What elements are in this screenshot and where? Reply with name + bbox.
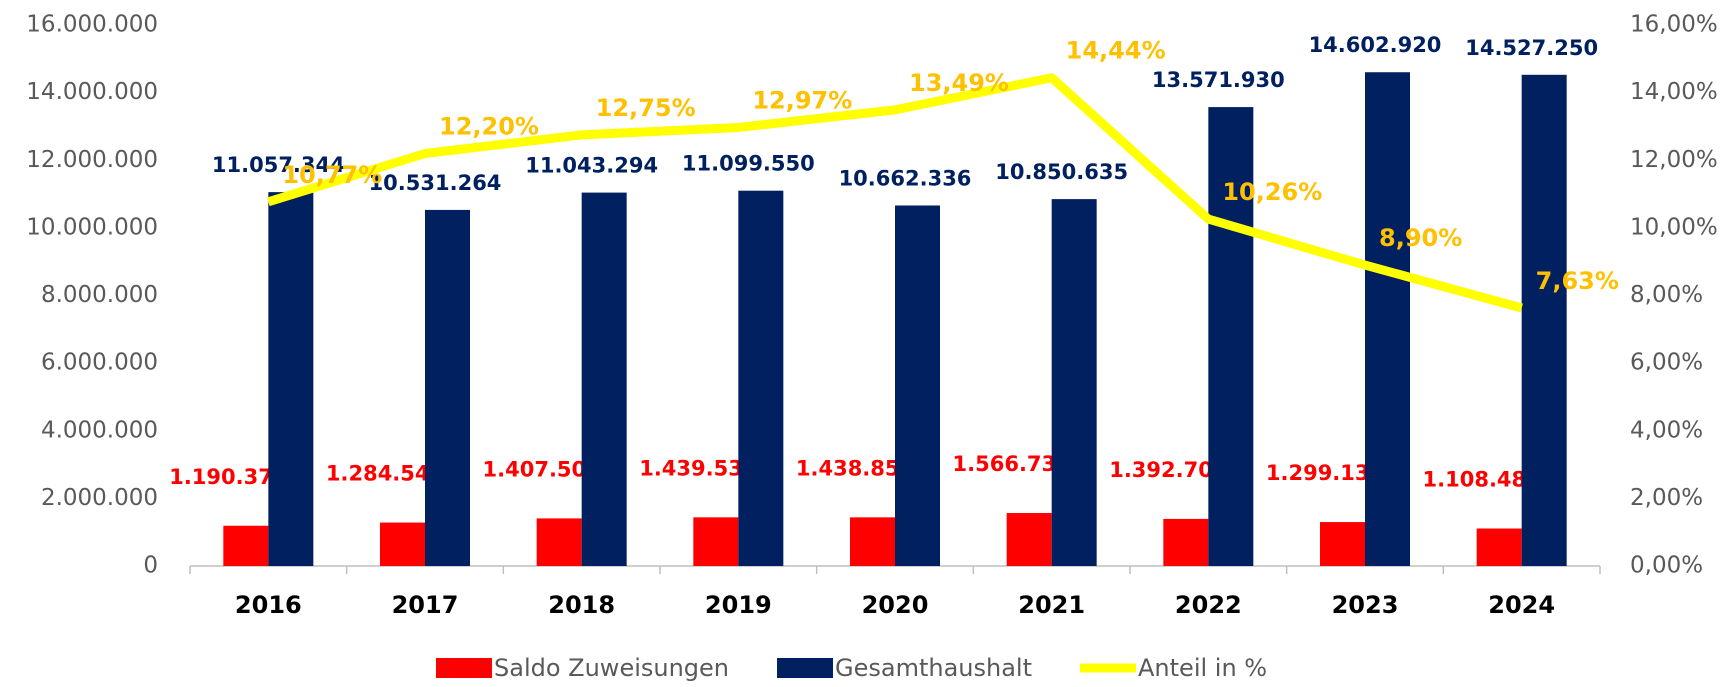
data-label: 12,97% (752, 86, 852, 114)
bar (850, 517, 895, 566)
bar (693, 517, 739, 566)
data-label: 14.602.920 (1309, 33, 1442, 57)
y-tick-label: 14.000.000 (26, 79, 158, 105)
bar (1521, 74, 1567, 566)
bar (1006, 513, 1052, 566)
x-tick-label: 2019 (705, 591, 772, 619)
bar (268, 192, 314, 567)
data-label: 7,63% (1536, 267, 1619, 295)
bar (536, 518, 582, 566)
data-label: 11.099.550 (682, 152, 815, 176)
data-label: 1.439.534 (639, 456, 757, 480)
y2-tick-label: 6,00% (1630, 350, 1703, 376)
bar (1051, 199, 1097, 566)
y-tick-label: 2.000.000 (41, 485, 158, 511)
x-tick-label: 2022 (1175, 591, 1242, 619)
x-tick-label: 2016 (235, 591, 302, 619)
bar (895, 205, 940, 566)
bar (425, 209, 470, 567)
bar (1365, 72, 1410, 566)
y2-tick-label: 0,00% (1630, 553, 1703, 579)
data-label: 1.284.540 (326, 462, 444, 486)
bar (223, 525, 269, 566)
data-label: 12,75% (596, 94, 696, 122)
data-label: 1.566.730 (953, 452, 1071, 476)
data-label: 13,49% (909, 69, 1009, 97)
data-label: 10.531.264 (369, 171, 502, 195)
bar (1476, 528, 1522, 566)
legend-label: Anteil in % (1138, 654, 1267, 682)
y-tick-label: 12.000.000 (26, 147, 158, 173)
y2-tick-label: 4,00% (1630, 417, 1703, 443)
y2-tick-label: 12,00% (1630, 147, 1718, 173)
y2-tick-label: 8,00% (1630, 282, 1703, 308)
line-series (267, 73, 1523, 313)
data-label: 11.057.344 (212, 153, 345, 177)
data-label: 1.299.130 (1266, 461, 1384, 485)
y-tick-label: 10.000.000 (26, 214, 158, 240)
data-label: 1.108.480 (1423, 468, 1541, 492)
data-label: 10,77% (282, 161, 382, 189)
data-label: 12,20% (439, 112, 539, 140)
y2-tick-label: 16,00% (1630, 12, 1718, 38)
bar (1320, 522, 1365, 566)
y2-tick-label: 10,00% (1630, 214, 1718, 240)
y-tick-label: 4.000.000 (41, 417, 158, 443)
y-tick-label: 6.000.000 (41, 350, 158, 376)
bar (581, 192, 627, 566)
data-label: 14.527.250 (1465, 36, 1598, 60)
y-tick-label: 0 (143, 553, 158, 579)
y2-tick-label: 14,00% (1630, 79, 1718, 105)
data-label: 1.392.707 (1109, 458, 1227, 482)
bar (1208, 107, 1254, 566)
y-tick-label: 16.000.000 (26, 12, 158, 38)
data-label: 1.438.856 (796, 456, 914, 480)
bar (738, 190, 784, 566)
data-label: 14,44% (1066, 37, 1166, 65)
x-tick-label: 2024 (1488, 591, 1555, 619)
data-label: 10.662.336 (839, 166, 972, 190)
x-tick-label: 2018 (548, 591, 615, 619)
y2-tick-label: 2,00% (1630, 485, 1703, 511)
x-tick-label: 2017 (392, 591, 459, 619)
data-label: 13.571.930 (1152, 68, 1285, 92)
data-label: 1.407.500 (483, 457, 601, 481)
data-label: 11.043.294 (525, 154, 658, 178)
bar (380, 522, 425, 566)
bar (1163, 518, 1209, 566)
data-label: 10.850.635 (995, 160, 1128, 184)
x-tick-label: 2023 (1332, 591, 1399, 619)
y-tick-label: 8.000.000 (41, 282, 158, 308)
legend-swatch (436, 658, 492, 678)
data-label: 10,26% (1222, 178, 1322, 206)
data-label: 1.190.378 (169, 465, 287, 489)
data-label: 8,90% (1379, 224, 1462, 252)
x-tick-label: 2021 (1018, 591, 1085, 619)
legend-swatch (777, 658, 834, 678)
legend-label: Saldo Zuweisungen (494, 654, 729, 682)
x-tick-label: 2020 (862, 591, 929, 619)
legend-label: Gesamthaushalt (835, 654, 1032, 682)
